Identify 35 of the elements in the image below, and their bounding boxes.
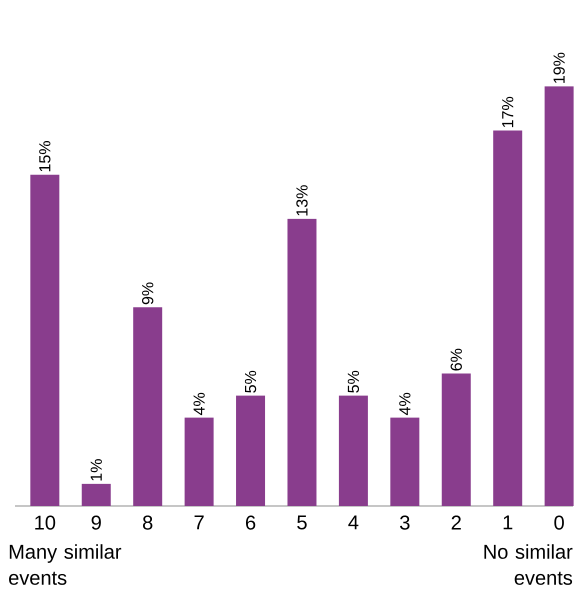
bar [390,418,420,506]
bar [184,418,214,506]
text: No similar events [484,544,572,585]
x-tick-label: 5 [297,516,307,530]
data-label: 4% [194,392,205,416]
x-tick-label: 7 [194,516,204,530]
bar [544,86,574,506]
x-tick-label: 9 [92,516,101,530]
data-label: 5% [244,370,256,393]
bar [493,130,522,506]
bar [338,396,368,506]
bar [82,484,111,506]
bar [287,218,316,506]
x-tick-label: 10 [35,516,56,530]
x-tick-label: 6 [246,516,256,530]
data-label: 1% [90,459,102,480]
data-label: 6% [450,348,462,370]
data-label: 19% [553,52,565,83]
bar [442,373,471,506]
data-label: 13% [296,185,308,216]
text: Many similar events [9,544,122,585]
data-label: 17% [502,96,514,128]
data-label: 9% [142,282,154,304]
bar [236,396,266,506]
x-tick-label: 4 [348,516,358,530]
bar [30,174,60,506]
x-tick-label: 8 [143,516,152,530]
data-label: 4% [399,392,410,416]
data-label: 5% [348,370,360,393]
x-tick-label: 2 [452,516,461,530]
x-tick-label: 1 [504,516,512,530]
x-tick-label: 0 [554,516,564,530]
bar [133,307,162,506]
x-tick-label: 3 [400,516,410,530]
data-label: 15% [39,141,50,172]
